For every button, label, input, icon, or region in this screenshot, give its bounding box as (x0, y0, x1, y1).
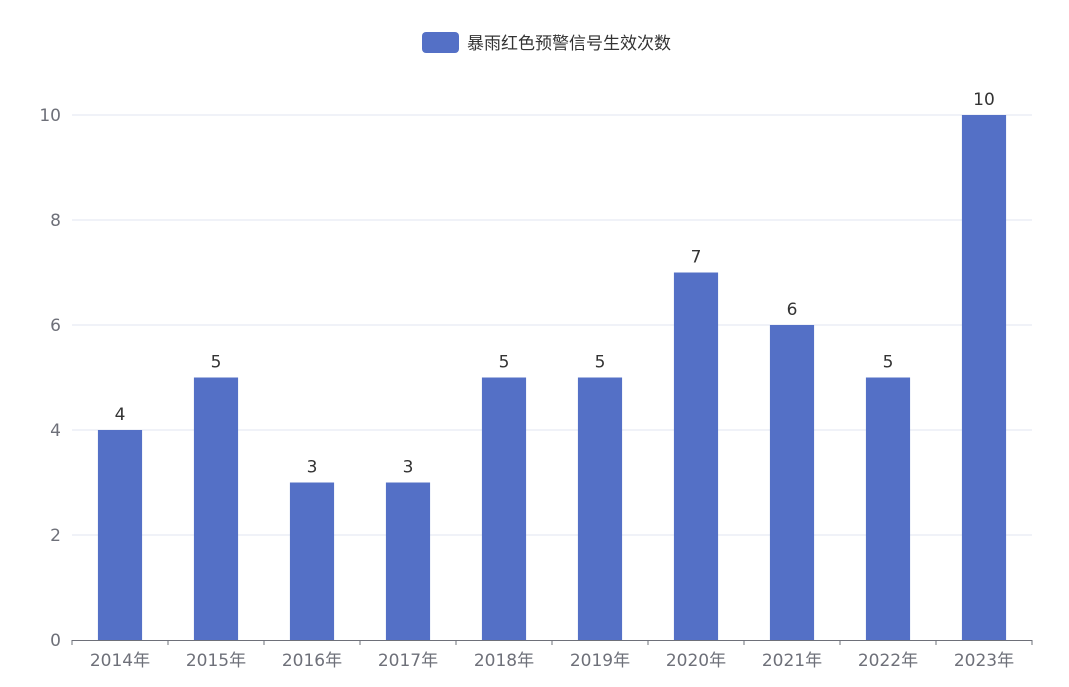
x-tick-label: 2021年 (762, 651, 822, 671)
x-tick-label: 2020年 (666, 651, 726, 671)
y-tick-label: 0 (50, 631, 61, 651)
y-tick-label: 8 (50, 211, 61, 231)
data-label: 3 (307, 458, 318, 478)
data-label: 5 (595, 353, 606, 373)
bar[interactable] (97, 430, 143, 640)
data-label: 5 (883, 353, 894, 373)
bars (97, 115, 1007, 641)
legend-swatch (422, 32, 459, 53)
x-axis: 2014年 2015年 2016年 2017年 2018年 2019年 2020年 2021年… (71, 640, 1033, 671)
data-label: 7 (691, 248, 702, 268)
x-tick-label: 2017年 (378, 651, 438, 671)
y-tick-label: 10 (39, 106, 61, 126)
x-tick-label: 2022年 (858, 651, 918, 671)
bar[interactable] (289, 482, 335, 641)
bar[interactable] (577, 377, 623, 641)
data-label: 4 (115, 405, 126, 425)
legend-label: 暴雨红色预警信号生效次数 (467, 34, 671, 54)
x-tick-label: 2023年 (954, 651, 1014, 671)
bar[interactable] (673, 272, 719, 641)
bar[interactable] (865, 377, 911, 641)
bar[interactable] (193, 377, 239, 641)
y-tick-label: 6 (50, 316, 61, 336)
x-tick-label: 2015年 (186, 651, 246, 671)
y-tick-label: 4 (50, 421, 61, 441)
data-label: 3 (403, 458, 414, 478)
bar[interactable] (769, 325, 815, 640)
bar[interactable] (385, 482, 431, 641)
data-label: 6 (787, 300, 798, 320)
x-tick-label: 2014年 (90, 651, 150, 671)
bar[interactable] (481, 377, 527, 641)
data-label: 5 (211, 353, 222, 373)
data-labels: 4 5 3 3 5 5 7 6 5 10 (115, 90, 995, 478)
data-label: 10 (973, 90, 995, 110)
x-tick-label: 2018年 (474, 651, 534, 671)
x-tick-label: 2016年 (282, 651, 342, 671)
bar[interactable] (961, 115, 1007, 640)
y-axis: 0 2 4 6 8 10 (39, 106, 61, 651)
data-label: 5 (499, 353, 510, 373)
y-tick-label: 2 (50, 526, 61, 546)
x-tick-label: 2019年 (570, 651, 630, 671)
legend[interactable]: 暴雨红色预警信号生效次数 (422, 32, 671, 54)
